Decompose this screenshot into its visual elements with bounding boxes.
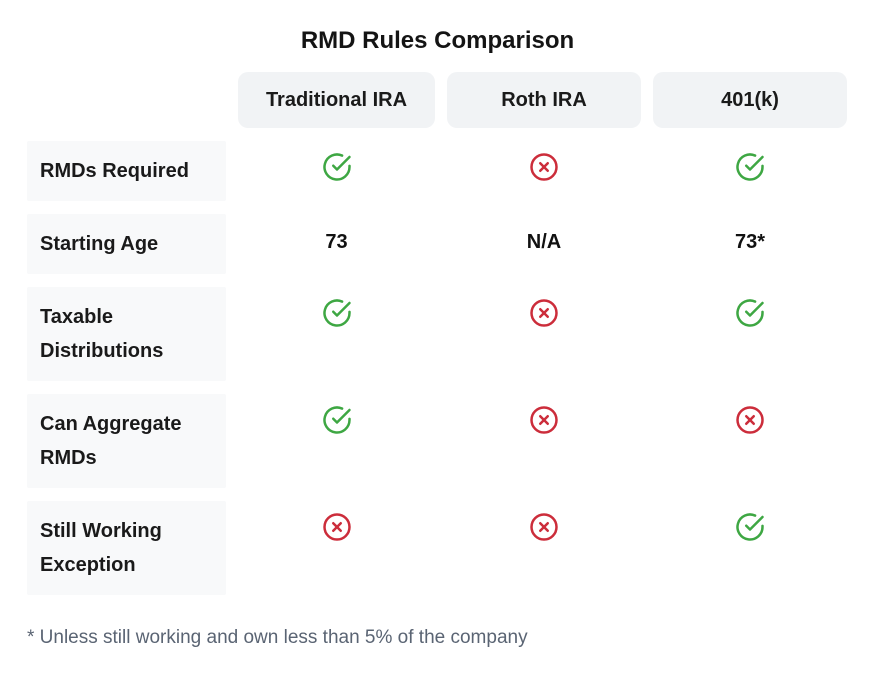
- table-cell: [447, 141, 641, 201]
- column-header-401k: 401(k): [653, 72, 847, 128]
- column-header-traditional-ira: Traditional IRA: [238, 72, 435, 128]
- check-circle-icon: [735, 298, 765, 328]
- x-circle-icon: [529, 405, 559, 435]
- row-label-can-aggregate-rmds: Can Aggregate RMDs: [27, 394, 226, 488]
- x-circle-icon: [322, 512, 352, 542]
- table-cell: [238, 141, 435, 201]
- table-cell: [238, 394, 435, 488]
- table-corner-spacer: [27, 72, 226, 128]
- x-circle-icon: [529, 152, 559, 182]
- rmd-comparison-card: RMD Rules Comparison Traditional IRA Rot…: [27, 27, 847, 648]
- check-circle-icon: [735, 512, 765, 542]
- page-title: RMD Rules Comparison: [300, 27, 575, 54]
- table-cell: [447, 394, 641, 488]
- table-cell: [447, 287, 641, 381]
- check-circle-icon: [322, 405, 352, 435]
- x-circle-icon: [529, 298, 559, 328]
- table-cell: [653, 287, 847, 381]
- cell-value: 73: [325, 231, 348, 253]
- row-label-taxable-distributions: Taxable Distributions: [27, 287, 226, 381]
- table-cell: [447, 501, 641, 595]
- comparison-table: Traditional IRA Roth IRA 401(k) RMDs Req…: [27, 72, 847, 595]
- table-cell: 73: [238, 214, 435, 274]
- row-label-still-working-exception: Still Working Exception: [27, 501, 226, 595]
- row-label-rmds-required: RMDs Required: [27, 141, 226, 201]
- table-cell: [653, 141, 847, 201]
- x-circle-icon: [735, 405, 765, 435]
- row-label-starting-age: Starting Age: [27, 214, 226, 274]
- column-header-roth-ira: Roth IRA: [447, 72, 641, 128]
- check-circle-icon: [322, 298, 352, 328]
- table-cell: [238, 287, 435, 381]
- cell-value: 73*: [734, 231, 766, 253]
- check-circle-icon: [735, 152, 765, 182]
- x-circle-icon: [529, 512, 559, 542]
- footnote: * Unless still working and own less than…: [27, 627, 528, 648]
- table-cell: [653, 501, 847, 595]
- table-cell: [238, 501, 435, 595]
- table-cell: N/A: [447, 214, 641, 274]
- table-cell: [653, 394, 847, 488]
- cell-value: N/A: [526, 231, 562, 253]
- table-cell: 73*: [653, 214, 847, 274]
- check-circle-icon: [322, 152, 352, 182]
